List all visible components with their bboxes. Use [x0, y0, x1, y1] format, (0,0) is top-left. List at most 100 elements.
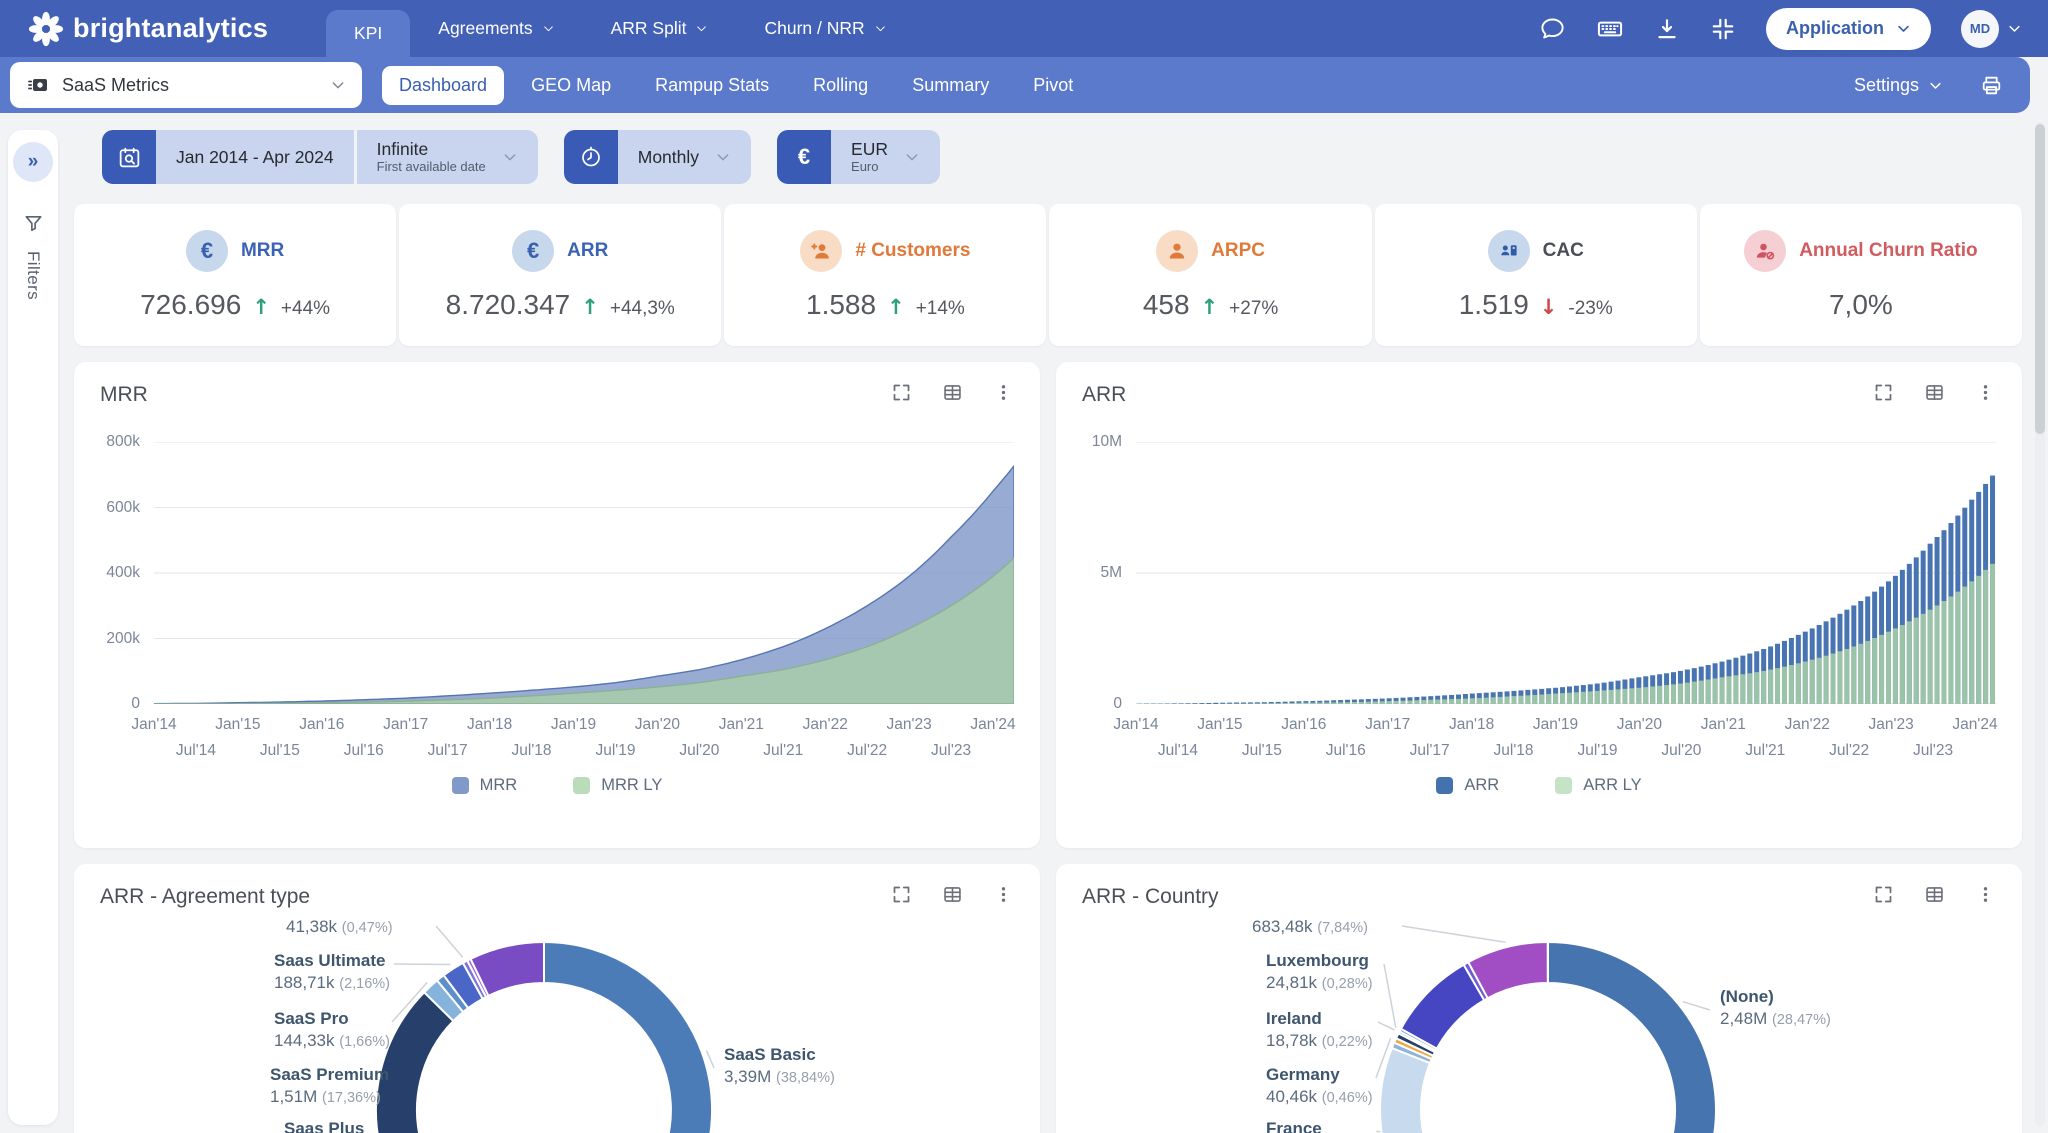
- kpi-card-annual-churn[interactable]: Annual Churn Ratio 7,0%: [1699, 204, 2022, 346]
- table-view-icon[interactable]: [942, 884, 963, 910]
- report-selector-value: SaaS Metrics: [62, 74, 170, 95]
- legend-item[interactable]: MRR LY: [573, 776, 662, 795]
- tab-summary[interactable]: Summary: [912, 74, 990, 95]
- kebab-menu-icon[interactable]: [993, 884, 1014, 910]
- kpi-label: MRR: [240, 239, 285, 261]
- user-menu[interactable]: MD: [1961, 9, 2022, 48]
- donut-callout-name: (None): [1720, 987, 1774, 1006]
- tab-rampup-stats[interactable]: Rampup Stats: [655, 74, 770, 95]
- expand-icon[interactable]: [1873, 884, 1894, 910]
- x-tick-label: Jan'19: [550, 716, 597, 733]
- tab-pivot[interactable]: Pivot: [1033, 74, 1074, 95]
- report-selector[interactable]: SaaS Metrics: [10, 62, 362, 108]
- settings-button[interactable]: Settings: [1854, 75, 1943, 96]
- donut-callout-value: 1,51M (17,36%): [270, 1087, 381, 1107]
- donut-callout-name: France: [1266, 1119, 1322, 1133]
- chart-title: ARR - Country: [1082, 885, 1219, 908]
- donut-callout-value: 40,46k (0,46%): [1266, 1087, 1373, 1107]
- compress-icon[interactable]: [1710, 16, 1736, 42]
- x-tick-label: Jul'19: [1577, 742, 1618, 759]
- kpi-card-arpc[interactable]: ARPC 458 ↑ +27%: [1049, 204, 1372, 346]
- x-tick-label: Jan'24: [1952, 716, 1998, 733]
- scrollbar-thumb[interactable]: [2035, 124, 2045, 434]
- scrollbar-track[interactable]: [2035, 122, 2045, 1126]
- donut-segment[interactable]: [1379, 1047, 1445, 1133]
- x-tick-label: Jul'14: [175, 742, 216, 759]
- kebab-menu-icon[interactable]: [993, 382, 1014, 408]
- donut-segment[interactable]: [469, 941, 545, 997]
- x-tick-label: Jan'17: [1365, 716, 1411, 733]
- nav-tab-churn-nrr[interactable]: Churn / NRR: [736, 0, 914, 57]
- donut-callout-name: SaaS Basic: [724, 1045, 816, 1064]
- tab-dashboard[interactable]: Dashboard: [382, 65, 505, 105]
- x-tick-label: Jan'22: [1784, 716, 1830, 733]
- chart-title: MRR: [100, 383, 148, 406]
- expand-icon[interactable]: [1873, 382, 1894, 408]
- legend-item[interactable]: ARR: [1436, 776, 1499, 795]
- kpi-trend: +14%: [915, 297, 965, 319]
- donut-callout-name: Germany: [1266, 1065, 1340, 1084]
- date-mode-select[interactable]: Infinite First available date: [356, 130, 538, 184]
- x-tick-label: Jan'21: [1700, 716, 1746, 733]
- country-donut-chart[interactable]: 683,48k (7,84%) Luxembourg 24,81k (0,28%) I…: [1056, 914, 2022, 1133]
- kpi-card-cac[interactable]: CAC 1.519 ↓ -23%: [1374, 204, 1697, 346]
- table-view-icon[interactable]: [1924, 382, 1945, 408]
- kebab-menu-icon[interactable]: [1975, 382, 1996, 408]
- kpi-value: 726.696: [140, 288, 242, 320]
- table-view-icon[interactable]: [1924, 884, 1945, 910]
- chat-icon[interactable]: [1539, 15, 1566, 42]
- date-range-filter[interactable]: Jan 2014 - Apr 2024 Infinite First availa…: [102, 130, 538, 184]
- arr-agreement-type-card: ARR - Agreement type 41,38k (0,47%) Saas …: [74, 864, 1040, 1133]
- table-view-icon[interactable]: [942, 382, 963, 408]
- legend-label: MRR LY: [601, 776, 663, 794]
- mrr-area-chart[interactable]: [154, 442, 1014, 704]
- arr-country-card: ARR - Country 683,48k (7,84%) Luxembourg 2…: [1056, 864, 2022, 1133]
- chevron-down-icon: [332, 82, 344, 89]
- kpi-card-customers[interactable]: # Customers 1.588 ↑ +14%: [724, 204, 1047, 346]
- donut-callout-name: Saas Plus: [284, 1119, 365, 1133]
- application-button[interactable]: Application: [1766, 7, 1931, 50]
- y-tick-label: 0: [1113, 695, 1122, 712]
- kpi-card-arr[interactable]: € ARR 8.720.347 ↑ +44,3%: [399, 204, 722, 346]
- print-button[interactable]: [1979, 73, 2004, 98]
- legend-item[interactable]: MRR: [451, 776, 517, 795]
- granularity-filter[interactable]: Monthly: [563, 130, 752, 184]
- donut-segment[interactable]: [1467, 941, 1549, 1000]
- download-icon[interactable]: [1654, 16, 1680, 42]
- filters-sidebar: » Filters: [8, 130, 58, 1125]
- nav-tab-kpi[interactable]: KPI: [326, 10, 411, 57]
- agreement-donut-chart[interactable]: 41,38k (0,47%) Saas Ultimate 188,71k (2,16…: [74, 914, 1040, 1133]
- x-tick-label: Jul'23: [931, 742, 972, 759]
- tab-rolling[interactable]: Rolling: [813, 74, 869, 95]
- mrr-chart-card: MRR 800k 600k 400k 200k 0 Jan'14 Jan'15 Jan'16…: [74, 362, 1040, 848]
- kpi-card-mrr[interactable]: € MRR 726.696 ↑ +44%: [74, 204, 397, 346]
- keyboard-icon[interactable]: [1596, 15, 1624, 43]
- x-tick-label: Jul'20: [679, 742, 720, 759]
- tab-geo-map[interactable]: GEO Map: [531, 74, 612, 95]
- expand-sidebar-button[interactable]: »: [13, 142, 53, 182]
- donut-segment[interactable]: [1547, 941, 1717, 1133]
- expand-icon[interactable]: [891, 884, 912, 910]
- x-axis: Jan'14 Jan'15 Jan'16 Jan'17 Jan'18 Jan'19 Jan'…: [1113, 712, 1998, 764]
- donut-callout-value: 144,33k (1,66%): [274, 1031, 391, 1051]
- arr-bar-chart[interactable]: [1136, 442, 1996, 704]
- chevron-down-icon: [875, 26, 885, 32]
- currency-filter[interactable]: € EUR Euro: [777, 130, 940, 184]
- clock-icon: [563, 130, 618, 184]
- x-tick-label: Jul'17: [1409, 742, 1450, 759]
- y-tick-label: 0: [131, 695, 140, 712]
- chevron-down-icon: [1898, 25, 1909, 32]
- x-tick-label: Jan'22: [802, 716, 848, 733]
- nav-tab-agreements[interactable]: Agreements: [410, 0, 582, 57]
- expand-icon[interactable]: [891, 382, 912, 408]
- chart-title: ARR - Agreement type: [100, 885, 311, 908]
- x-tick-label: Jul'21: [1745, 742, 1786, 759]
- kpi-row: € MRR 726.696 ↑ +44% € ARR 8.720.347 ↑ +…: [74, 204, 2022, 346]
- date-range-value: Jan 2014 - Apr 2024: [156, 130, 354, 184]
- person-icon: [1156, 229, 1199, 272]
- donut-segment[interactable]: [543, 941, 713, 1133]
- kebab-menu-icon[interactable]: [1975, 884, 1996, 910]
- legend-item[interactable]: ARR LY: [1555, 776, 1642, 795]
- filter-funnel-icon[interactable]: [22, 212, 45, 235]
- nav-tab-arr-split[interactable]: ARR Split: [583, 0, 737, 57]
